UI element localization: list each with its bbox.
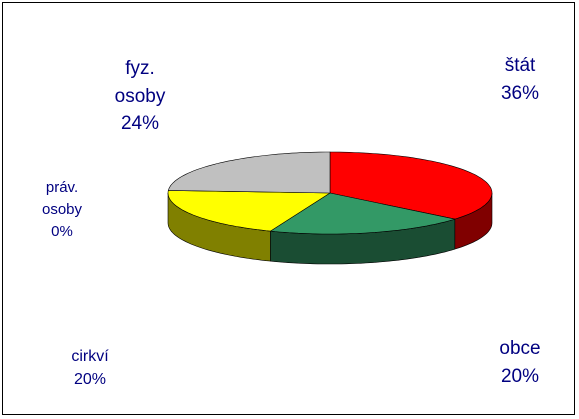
value-label: 0% xyxy=(51,222,73,240)
slice-label: cirkví 20% xyxy=(60,345,120,391)
category-label: obce xyxy=(499,338,541,359)
chart-frame xyxy=(2,2,575,415)
slice-top xyxy=(167,151,331,194)
value-label: 20% xyxy=(73,371,107,389)
slice-label: práv. osoby 0% xyxy=(37,177,87,242)
slice-top xyxy=(329,151,493,220)
value-label: 24% xyxy=(120,113,160,135)
slice-label: štát 36% xyxy=(490,52,550,107)
category-label: práv. osoby xyxy=(41,179,83,218)
value-label: 36% xyxy=(500,82,540,104)
slice-label: fyz. osoby 24% xyxy=(110,55,170,138)
category-label: štát xyxy=(504,55,536,76)
value-label: 20% xyxy=(500,365,540,387)
slice-label: obce 20% xyxy=(490,335,550,390)
slice-top xyxy=(269,192,456,235)
category-label: fyz. osoby xyxy=(114,58,166,107)
category-label: cirkví xyxy=(71,348,109,365)
slice-top xyxy=(167,190,332,232)
